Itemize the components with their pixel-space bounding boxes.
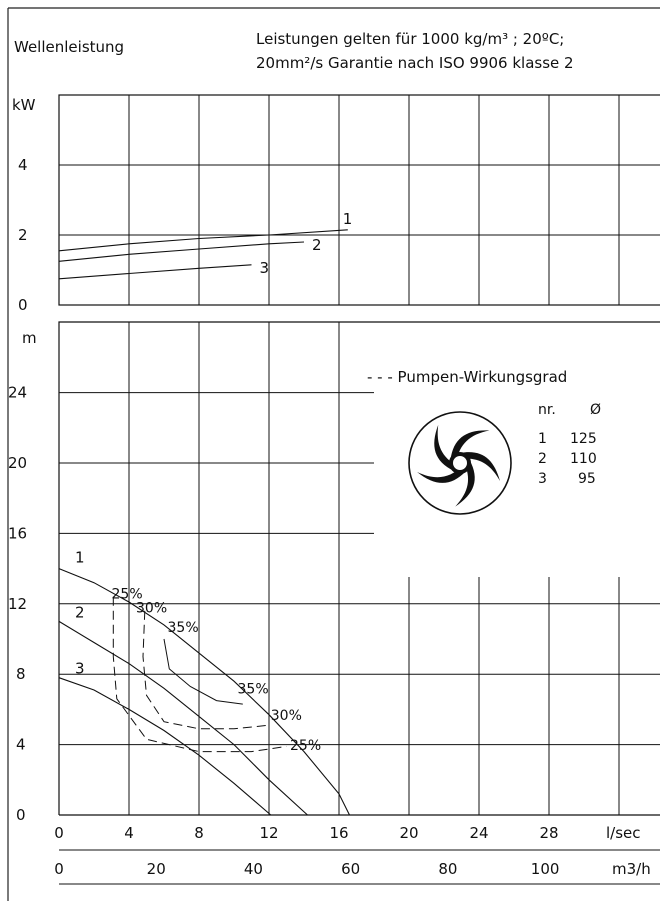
- efficiency-label: 35%: [168, 620, 199, 636]
- chart-title: Wellenleistung: [14, 38, 124, 56]
- efficiency-labels: 25%30%35%35%30%25%: [112, 587, 322, 754]
- x-tick-label: 0: [54, 824, 64, 842]
- efficiency-curve: [163, 638, 243, 705]
- y-tick-label: 16: [8, 524, 27, 542]
- power-y-axis-label: kW: [12, 96, 36, 114]
- legend-col-diameter: Ø: [590, 402, 601, 418]
- x-axis-label-lsec: l/sec: [606, 824, 641, 842]
- power-grid: [58, 94, 660, 306]
- y-tick-label: 20: [8, 454, 27, 472]
- y-tick-label: 24: [8, 384, 27, 402]
- legend-box: - - - Pumpen-Wirkungsgrad nr. Ø 1 125 2 …: [367, 368, 601, 515]
- legend-row-nr: 1: [538, 431, 547, 447]
- power-frame: [58, 94, 660, 306]
- power-curve-2: [58, 241, 305, 262]
- x2-tick-label: 20: [147, 860, 166, 878]
- efficiency-legend-label: - - - Pumpen-Wirkungsgrad: [367, 368, 567, 386]
- efficiency-label: 25%: [290, 738, 321, 754]
- y-tick-label: 0: [16, 806, 26, 824]
- power-curve-label: 1: [343, 210, 353, 228]
- y-tick-label: 4: [16, 736, 26, 754]
- legend-row-diameter: 125: [570, 431, 597, 447]
- x-tick-label: 8: [194, 824, 204, 842]
- efficiency-curves: [112, 596, 287, 753]
- head-frame: [58, 321, 660, 815]
- legend-row-diameter: 110: [570, 451, 597, 467]
- power-curve-label: 2: [312, 236, 322, 254]
- x2-tick-label: 100: [531, 860, 560, 878]
- y-tick-label: 8: [16, 665, 26, 683]
- efficiency-label: 25%: [112, 587, 143, 603]
- efficiency-label: 30%: [271, 708, 302, 724]
- efficiency-label: 35%: [238, 682, 269, 698]
- legend-row-nr: 3: [538, 471, 547, 487]
- x-tick-label: 24: [469, 824, 488, 842]
- page-frame: [7, 7, 660, 901]
- power-curves: 1 2 3: [58, 210, 353, 280]
- x2-tick-label: 80: [438, 860, 457, 878]
- legend-row-diameter: 95: [578, 471, 596, 487]
- head-curve-3: [58, 677, 272, 816]
- conditions-note-line1: Leistungen gelten für 1000 kg/m³ ; 20ºC;: [256, 30, 564, 48]
- head-curve-2: [58, 620, 308, 816]
- efficiency-label: 30%: [136, 601, 167, 617]
- legend-col-nr: nr.: [538, 402, 556, 418]
- efficiency-curve: [142, 610, 270, 730]
- x2-tick-label: 0: [54, 860, 64, 878]
- x-tick-label: 28: [539, 824, 558, 842]
- y-tick-label: 2: [18, 226, 28, 244]
- head-curves: 1 2 3: [58, 549, 350, 816]
- x-tick-label: 4: [124, 824, 134, 842]
- x-tick-label: 16: [329, 824, 348, 842]
- x-axis-m3h: 0 20 40 60 80 100: [54, 849, 660, 885]
- impeller-icon: [408, 411, 512, 515]
- head-curve-label: 1: [75, 549, 85, 567]
- legend-row-nr: 2: [538, 451, 547, 467]
- efficiency-curve: [112, 596, 287, 753]
- x2-tick-label: 40: [244, 860, 263, 878]
- head-y-axis-label: m: [22, 329, 37, 347]
- x-axis-lsec: 0 4 8 12 16 20 24 28: [54, 824, 558, 842]
- x2-tick-label: 60: [341, 860, 360, 878]
- x-tick-label: 20: [399, 824, 418, 842]
- power-curve-1: [58, 229, 348, 252]
- power-curve-label: 3: [260, 259, 270, 277]
- y-tick-label: 12: [8, 595, 27, 613]
- power-chart: 0 2 4 1 2 3 kW: [12, 94, 660, 314]
- head-y-ticks: 0 4 8 12 16 20 24: [8, 384, 27, 824]
- y-tick-label: 0: [18, 296, 28, 314]
- x-axis-label-m3h: m3/h: [612, 860, 651, 878]
- x-tick-label: 12: [259, 824, 278, 842]
- power-y-ticks: 0 2 4: [18, 156, 28, 314]
- y-tick-label: 4: [18, 156, 28, 174]
- head-grid: [58, 321, 660, 816]
- head-curve-label: 3: [75, 660, 85, 678]
- power-curve-3: [58, 264, 252, 280]
- conditions-note-line2: 20mm²/s Garantie nach ISO 9906 klasse 2: [256, 54, 574, 72]
- head-curve-1: [58, 568, 350, 816]
- head-curve-label: 2: [75, 603, 85, 621]
